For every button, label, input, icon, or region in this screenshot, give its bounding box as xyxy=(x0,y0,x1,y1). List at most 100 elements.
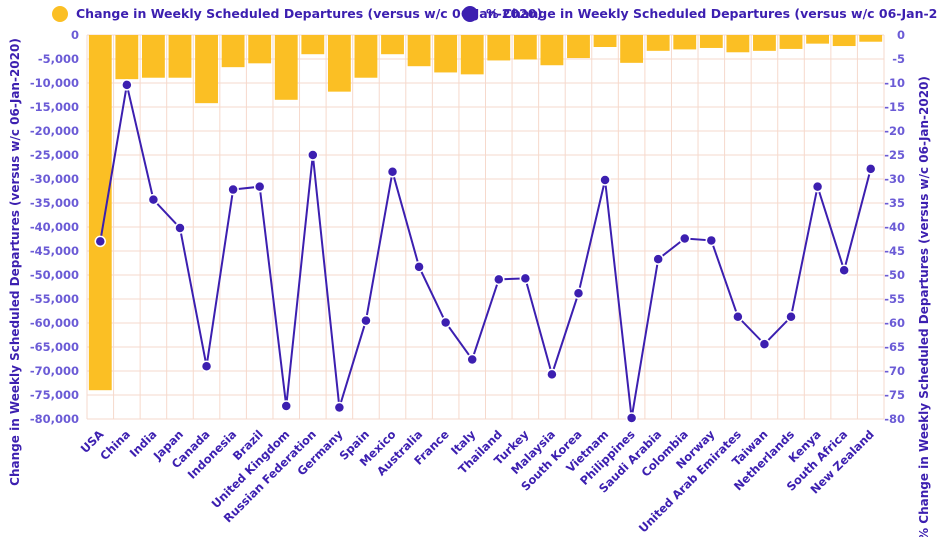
left-tick-label: -10,000 xyxy=(30,76,79,90)
line-series xyxy=(94,79,877,424)
bar xyxy=(460,35,484,75)
line-point xyxy=(253,180,266,193)
line-point xyxy=(439,316,452,329)
legend: Change in Weekly Scheduled Departures (v… xyxy=(52,6,938,22)
bar xyxy=(327,35,351,92)
bar xyxy=(593,35,617,47)
line-point xyxy=(652,253,664,265)
line-point xyxy=(360,314,372,327)
right-tick-label: -25 xyxy=(884,148,905,162)
right-axis-title: % Change in Weekly Scheduled Departures … xyxy=(917,76,931,537)
right-tick-label: -65 xyxy=(884,340,905,354)
left-tick-label: -40,000 xyxy=(30,220,79,234)
line-point xyxy=(121,79,133,91)
line-point xyxy=(705,234,718,247)
bar xyxy=(168,35,192,78)
right-tick-label: -75 xyxy=(884,388,905,402)
line-point xyxy=(386,166,399,178)
category-label: China xyxy=(97,427,133,463)
right-tick-label: -5 xyxy=(892,52,905,66)
line-point xyxy=(785,311,797,323)
left-tick-label: -25,000 xyxy=(30,148,79,162)
bar xyxy=(806,35,830,44)
line-point xyxy=(413,261,425,273)
left-tick-label: -50,000 xyxy=(30,268,79,282)
bar xyxy=(699,35,723,48)
bar xyxy=(646,35,670,51)
right-axis-ticks: 0 -5 -10 -15 -20 -25 -30 -35 -40 -45 -50 -55 -60 -65 -… xyxy=(884,28,905,426)
line-point xyxy=(147,193,160,206)
legend-bar-swatch xyxy=(52,6,68,22)
bar xyxy=(248,35,272,64)
line-point xyxy=(227,183,239,196)
line-point xyxy=(864,163,877,175)
right-tick-label: -30 xyxy=(884,172,905,186)
right-tick-label: -20 xyxy=(884,124,905,138)
line-point xyxy=(625,412,638,424)
bar xyxy=(354,35,378,78)
line-point xyxy=(758,338,771,350)
line-point xyxy=(280,400,292,412)
left-tick-label: -30,000 xyxy=(30,172,79,186)
left-tick-label: -65,000 xyxy=(30,340,79,354)
right-tick-label: -10 xyxy=(884,76,905,90)
line-point xyxy=(307,149,319,161)
left-tick-label: -60,000 xyxy=(30,316,79,330)
bar xyxy=(434,35,458,73)
line-point xyxy=(174,222,186,234)
line-point xyxy=(679,232,691,245)
gridlines xyxy=(86,34,885,420)
bar xyxy=(753,35,776,51)
right-tick-label: 0 xyxy=(897,28,905,42)
left-axis-title: Change in Weekly Scheduled Departures (v… xyxy=(8,38,22,486)
bar xyxy=(832,35,856,47)
bar xyxy=(859,35,883,42)
right-tick-label: -55 xyxy=(884,292,905,306)
left-tick-label: -35,000 xyxy=(30,196,79,210)
bar xyxy=(115,35,139,80)
bar xyxy=(540,35,564,66)
bar xyxy=(301,35,325,55)
bar xyxy=(673,35,697,50)
bar-series xyxy=(88,35,883,391)
bar xyxy=(620,35,644,63)
legend-line-label: % Change in Weekly Scheduled Departures … xyxy=(486,6,938,21)
line-point xyxy=(572,287,585,299)
legend-bar-label: Change in Weekly Scheduled Departures (v… xyxy=(76,6,542,21)
right-tick-label: -60 xyxy=(884,316,905,330)
legend-line-swatch xyxy=(462,6,478,22)
right-tick-label: -40 xyxy=(884,220,905,234)
line-point xyxy=(200,360,213,372)
left-tick-label: -5,000 xyxy=(38,52,79,66)
category-axis-labels: USAChinaIndiaJapanCanadaIndonesiaBrazilU… xyxy=(78,427,877,535)
series-line xyxy=(99,84,872,419)
bar xyxy=(274,35,298,100)
left-tick-label: -20,000 xyxy=(30,124,79,138)
line-point xyxy=(732,311,744,323)
right-tick-label: -80 xyxy=(884,412,905,426)
left-tick-label: -45,000 xyxy=(30,244,79,258)
line-point xyxy=(519,272,532,285)
line-point xyxy=(546,368,558,381)
left-tick-label: -55,000 xyxy=(30,292,79,306)
left-tick-label: -80,000 xyxy=(30,412,79,426)
bar xyxy=(513,35,537,60)
left-tick-label: -70,000 xyxy=(30,364,79,378)
bar xyxy=(487,35,511,61)
bar xyxy=(381,35,404,55)
bar xyxy=(726,35,750,53)
left-axis-ticks: 0 -5,000 -10,000 -15,000 -20,000 -25,000 -30,0… xyxy=(30,28,79,426)
bar xyxy=(141,35,165,78)
line-point xyxy=(466,353,478,366)
bar xyxy=(88,35,112,391)
left-tick-label: 0 xyxy=(71,28,79,42)
right-tick-label: -35 xyxy=(884,196,905,210)
line-point xyxy=(333,401,346,414)
bar xyxy=(567,35,590,59)
left-tick-label: -75,000 xyxy=(30,388,79,402)
line-point xyxy=(838,264,850,276)
right-tick-label: -70 xyxy=(884,364,905,378)
line-point xyxy=(599,174,611,186)
left-tick-label: -15,000 xyxy=(30,100,79,114)
